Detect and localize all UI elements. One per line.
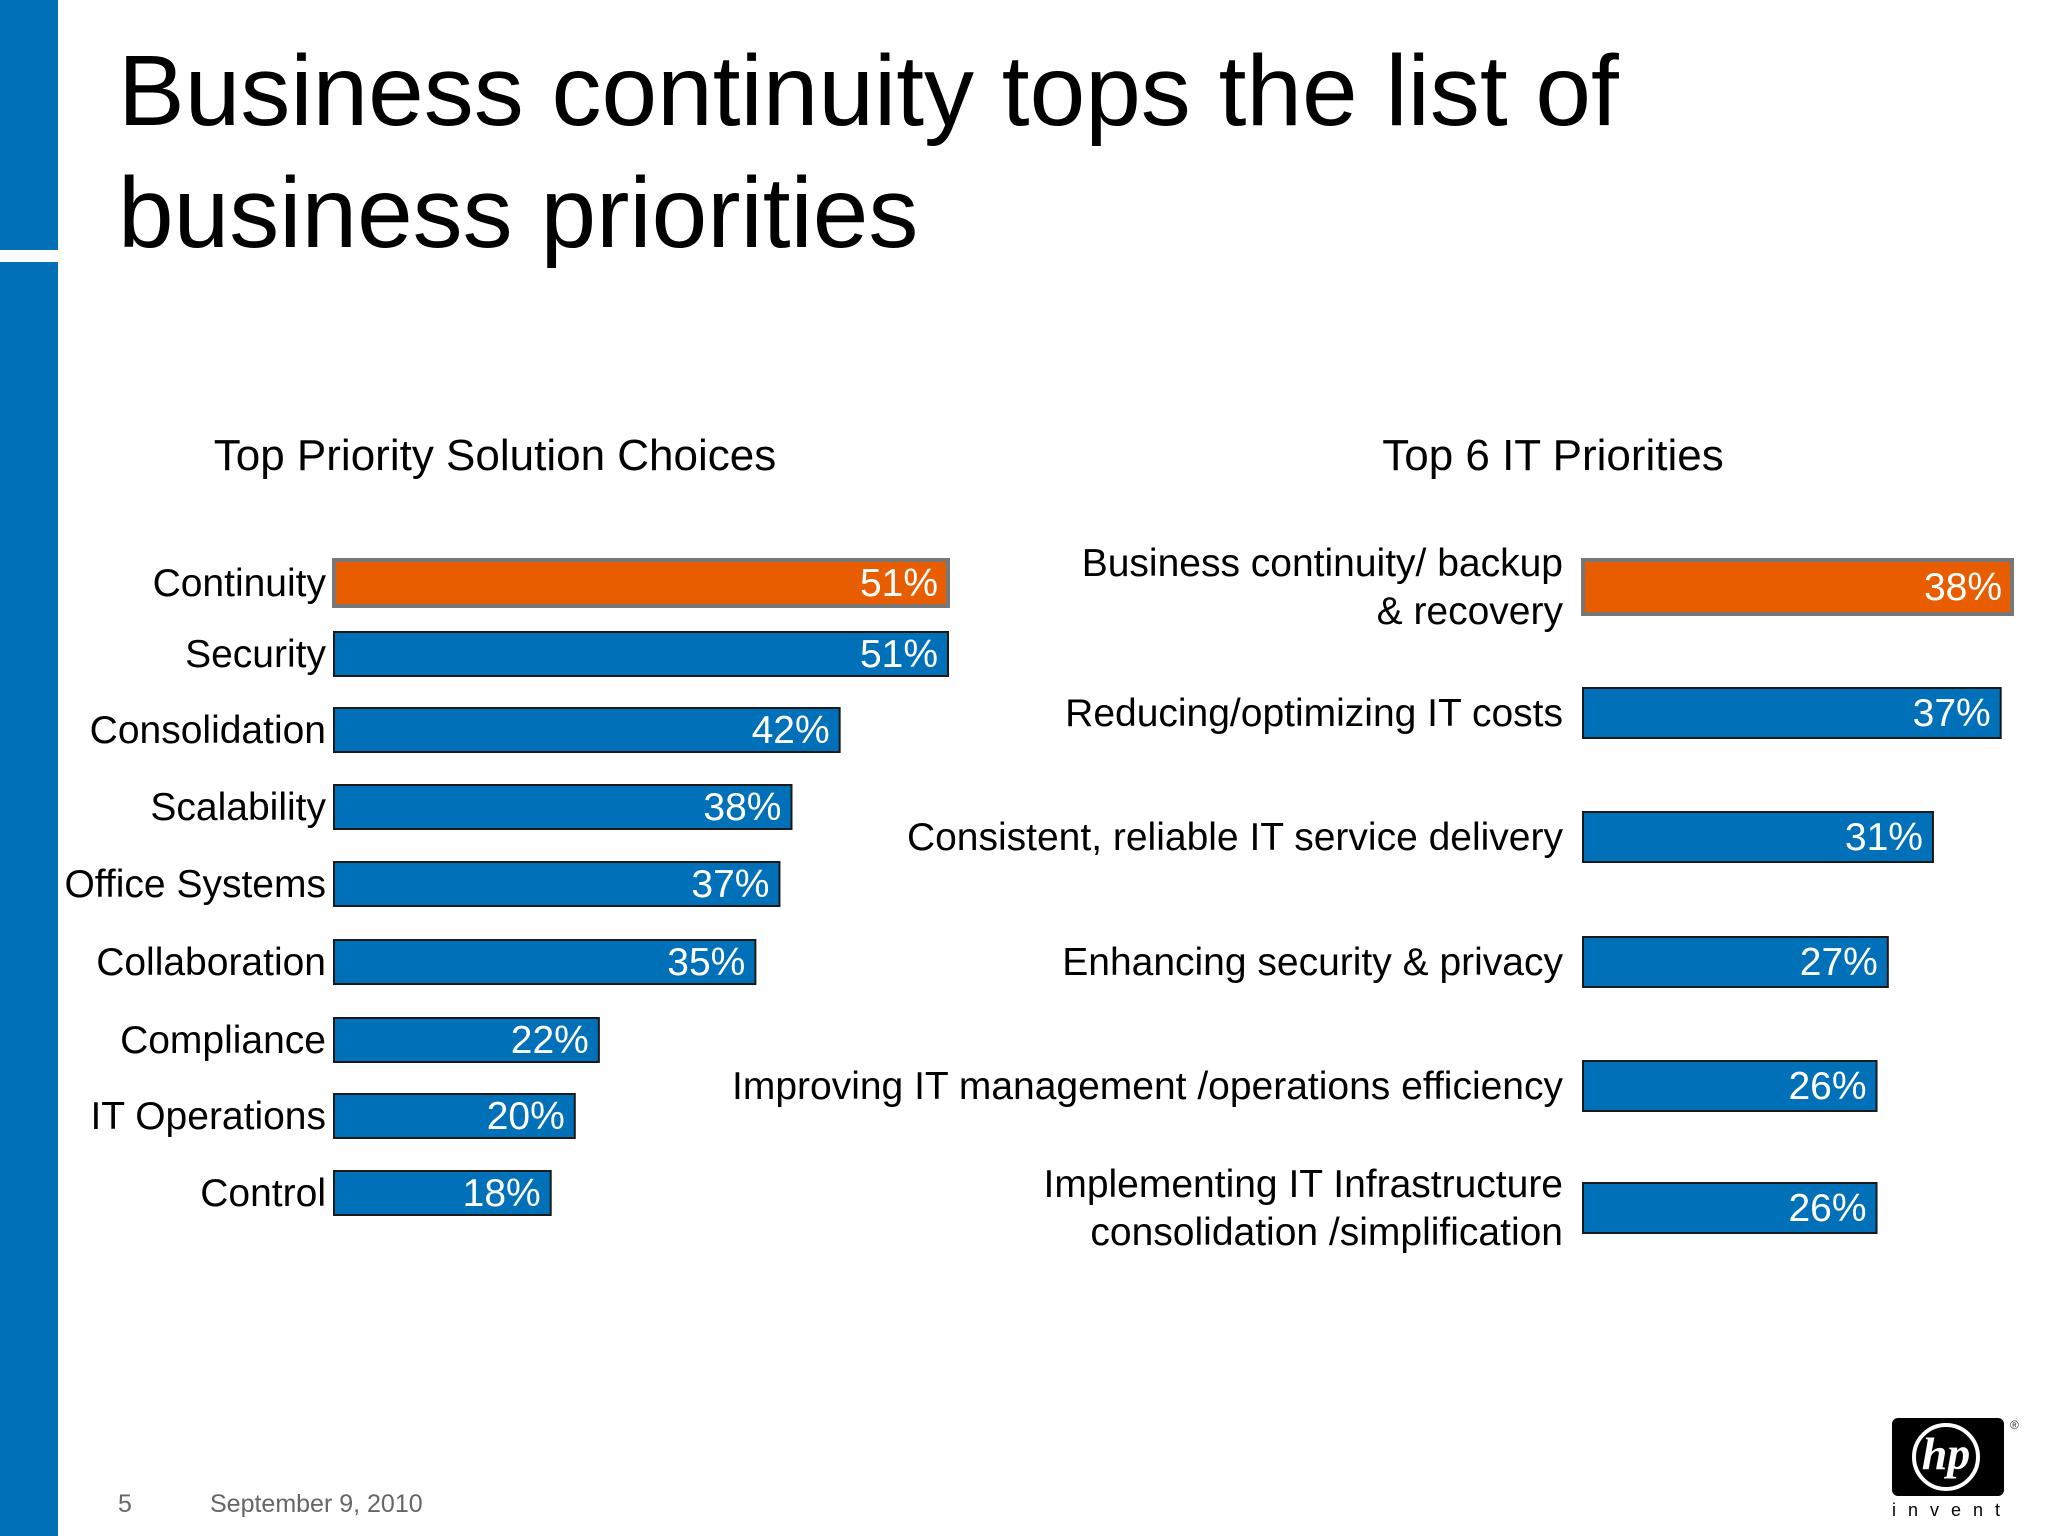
solution-choices-value-label-4: 37% bbox=[691, 863, 769, 906]
solution-choices-category-label-5: Collaboration bbox=[96, 941, 326, 984]
solution-choices-title: Top Priority Solution Choices bbox=[214, 431, 776, 480]
it-priorities-category-label-0-line-1: & recovery bbox=[1377, 590, 1564, 633]
solution-choices-category-label-7: IT Operations bbox=[90, 1095, 326, 1138]
it-priorities-bar-5 bbox=[1582, 1182, 1878, 1234]
it-priorities-value-label-5: 26% bbox=[1788, 1187, 1866, 1230]
solution-choices-value-label-2: 42% bbox=[752, 709, 830, 752]
it-priorities-bar-1 bbox=[1582, 687, 2002, 739]
page-number: 5 bbox=[118, 1490, 132, 1518]
solution-choices-category-label-3: Scalability bbox=[150, 786, 326, 829]
solution-choices-value-label-7: 20% bbox=[487, 1095, 565, 1138]
it-priorities-bar-2 bbox=[1582, 811, 1934, 863]
solution-choices-bar-3 bbox=[333, 784, 793, 830]
solution-choices-value-label-1: 51% bbox=[860, 633, 938, 676]
solution-choices-value-label-3: 38% bbox=[703, 786, 781, 829]
it-priorities-value-label-0: 38% bbox=[1924, 566, 2002, 609]
it-priorities-bar-3 bbox=[1582, 936, 1889, 988]
solution-choices-value-label-5: 35% bbox=[667, 941, 745, 984]
hp-logo-mark: hp bbox=[1921, 1428, 1971, 1479]
solution-choices-bar-1 bbox=[333, 631, 949, 677]
hp-logo-registered: ® bbox=[2010, 1418, 2019, 1432]
solution-choices-value-label-8: 18% bbox=[463, 1172, 541, 1215]
it-priorities-title: Top 6 IT Priorities bbox=[1382, 431, 1724, 480]
solution-choices-bar-6 bbox=[333, 1017, 600, 1063]
left-accent-bar-top bbox=[0, 0, 58, 250]
it-priorities-value-label-2: 31% bbox=[1845, 816, 1923, 859]
solution-choices-bar-7 bbox=[333, 1093, 576, 1139]
it-priorities-bar-0 bbox=[1581, 558, 2014, 616]
solution-choices-category-label-1: Security bbox=[185, 633, 326, 676]
hp-logo-circle bbox=[1912, 1423, 1980, 1491]
solution-choices-value-label-0: 51% bbox=[860, 562, 938, 605]
it-priorities-category-label-1: Reducing/optimizing IT costs bbox=[1065, 692, 1563, 735]
slide-title: Business continuity tops the list of bus… bbox=[118, 35, 1619, 269]
solution-choices-bar-5 bbox=[333, 939, 757, 985]
it-priorities-value-label-4: 26% bbox=[1788, 1065, 1866, 1108]
it-priorities-category-label-2: Consistent, reliable IT service delivery bbox=[907, 816, 1564, 859]
solution-choices-category-label-6: Compliance bbox=[120, 1019, 326, 1062]
it-priorities-value-label-3: 27% bbox=[1800, 941, 1878, 984]
it-priorities-bar-4 bbox=[1582, 1060, 1878, 1112]
it-priorities-category-label-0-line-0: Business continuity/ backup bbox=[1082, 542, 1563, 585]
solution-choices-bar-4 bbox=[333, 861, 781, 907]
solution-choices-category-label-0: Continuity bbox=[153, 562, 327, 605]
hp-logo-tagline: invent bbox=[1892, 1500, 2013, 1520]
solution-choices-category-label-8: Control bbox=[200, 1172, 326, 1215]
left-accent-bar-bottom bbox=[0, 262, 58, 1536]
footer-date: September 9, 2010 bbox=[210, 1490, 423, 1518]
it-priorities-category-label-4: Improving IT management /operations effi… bbox=[732, 1065, 1563, 1108]
it-priorities-category-label-3: Enhancing security & privacy bbox=[1062, 941, 1563, 984]
solution-choices-category-label-2: Consolidation bbox=[90, 709, 326, 752]
hp-logo: hp ® invent bbox=[1892, 1418, 2022, 1523]
solution-choices-bar-8 bbox=[333, 1170, 552, 1216]
it-priorities-value-label-1: 37% bbox=[1913, 692, 1991, 735]
it-priorities-category-label-5-line-1: consolidation /simplification bbox=[1090, 1211, 1563, 1254]
it-priorities-category-label-5-line-0: Implementing IT Infrastructure bbox=[1044, 1163, 1564, 1206]
solution-choices-bar-2 bbox=[333, 707, 841, 753]
solution-choices-value-label-6: 22% bbox=[511, 1019, 589, 1062]
solution-choices-category-label-4: Office Systems bbox=[64, 863, 326, 906]
solution-choices-bar-0 bbox=[332, 558, 950, 608]
